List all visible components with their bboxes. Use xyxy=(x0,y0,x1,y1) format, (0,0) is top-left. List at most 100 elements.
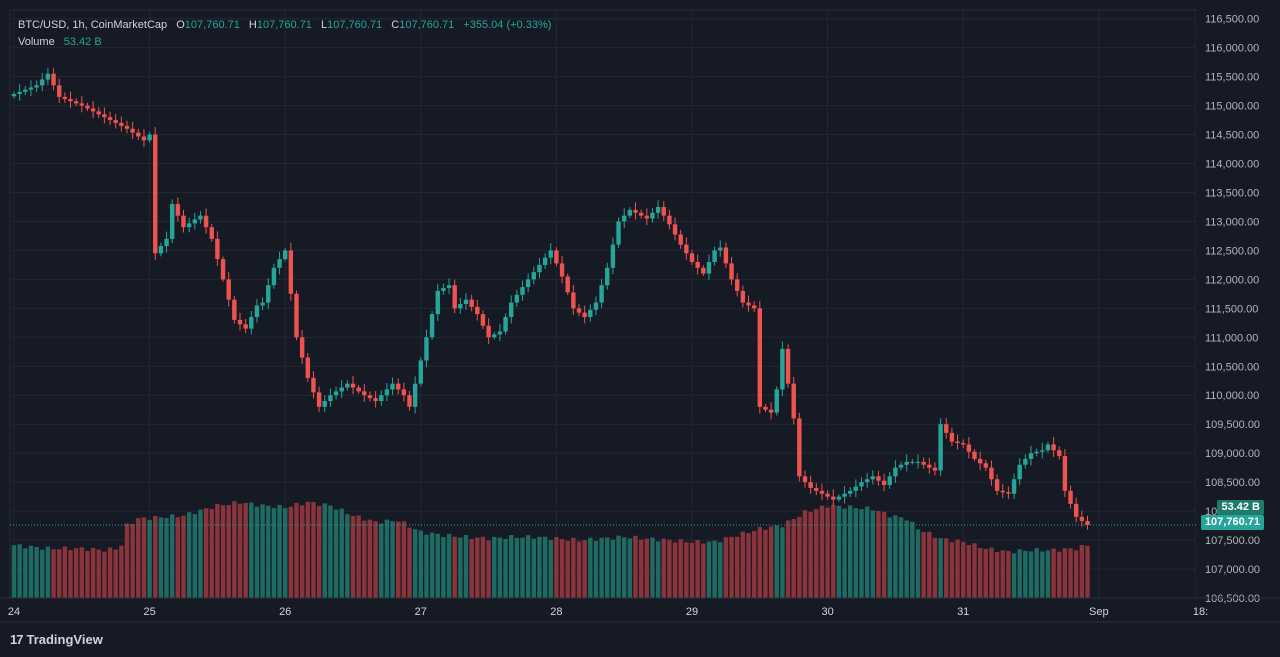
candle-body xyxy=(712,250,717,262)
candle-body xyxy=(51,73,56,86)
candle-body xyxy=(893,467,898,477)
price-tick-label: 113,000.00 xyxy=(1205,216,1259,228)
change-value: +355.04 (+0.33%) xyxy=(463,19,552,31)
candle-body xyxy=(316,392,322,407)
candle-body xyxy=(283,250,288,260)
candle-body xyxy=(62,96,68,100)
volume-bar xyxy=(271,508,277,598)
price-axis-bg xyxy=(1196,0,1280,598)
volume-bar xyxy=(232,501,237,598)
candle-body xyxy=(305,357,310,378)
time-tick-label: 25 xyxy=(143,606,155,618)
volume-bar xyxy=(774,525,779,598)
price-tick-label: 116,500.00 xyxy=(1205,14,1259,26)
price-tick-label: 111,500.00 xyxy=(1205,303,1258,315)
candle-body xyxy=(113,120,118,123)
candle-body xyxy=(955,441,960,444)
candle-body xyxy=(689,253,695,262)
candle-body xyxy=(757,308,762,407)
volume-bar xyxy=(1000,550,1005,598)
candle-body xyxy=(537,264,542,273)
volume-bar xyxy=(486,540,491,598)
plot-frame xyxy=(9,9,1197,599)
candle-body xyxy=(1085,520,1090,526)
candle-body xyxy=(966,444,972,452)
candle-body xyxy=(390,383,395,390)
volume-bar xyxy=(689,542,695,598)
candle-body xyxy=(655,206,661,213)
candle-body xyxy=(232,299,237,320)
volume-bar xyxy=(848,505,853,598)
candle-body xyxy=(1040,450,1045,452)
volume-bar xyxy=(249,502,254,598)
candle-body xyxy=(791,383,796,419)
candle-body xyxy=(616,221,621,245)
price-tick-label: 109,000.00 xyxy=(1205,448,1260,460)
time-tick-label: 30 xyxy=(821,606,833,618)
volume-bar xyxy=(831,505,836,598)
candle-body xyxy=(785,348,791,384)
candle-body xyxy=(774,389,779,413)
volume-bar xyxy=(887,517,892,598)
price-tick-label: 114,500.00 xyxy=(1205,130,1259,142)
candle-body xyxy=(288,250,294,294)
candle-body xyxy=(520,287,525,295)
candle-body xyxy=(531,272,536,280)
volume-bar xyxy=(1062,548,1068,598)
candle-body xyxy=(610,244,616,268)
candle-body xyxy=(915,461,921,463)
volume-bar xyxy=(446,533,452,598)
volume-bar xyxy=(396,521,401,598)
volume-bar xyxy=(966,545,972,598)
volume-bar xyxy=(73,548,79,598)
candle-body xyxy=(836,496,842,500)
volume-bar xyxy=(797,516,802,598)
volume-bar xyxy=(559,539,565,598)
price-tick-label: 113,500.00 xyxy=(1205,187,1259,199)
candle-body xyxy=(977,458,983,464)
symbol-label[interactable]: BTC/USD, 1h, CoinMarketCap xyxy=(18,19,168,31)
volume-bar xyxy=(859,509,864,598)
volume-bar xyxy=(740,531,746,598)
volume-bar xyxy=(96,549,101,598)
volume-bar xyxy=(1017,549,1022,598)
volume-bar xyxy=(972,543,977,598)
volume-bar xyxy=(130,523,135,598)
time-axis: 24 25 26 27 28 29 30 31 Sep 18: xyxy=(0,597,1280,623)
volume-bar xyxy=(944,538,949,598)
candle-body xyxy=(396,383,401,390)
candle-body xyxy=(514,294,520,303)
volume-bar xyxy=(780,527,785,598)
volume-key[interactable]: Volume xyxy=(18,36,55,48)
price-tick-label: 115,000.00 xyxy=(1205,101,1259,113)
volume-bar xyxy=(616,535,621,598)
volume-bar xyxy=(1011,553,1017,598)
candle-body xyxy=(622,215,627,222)
close-key: C xyxy=(391,19,400,31)
volume-bar xyxy=(881,511,887,598)
volume-bar xyxy=(667,539,672,598)
time-tick-label: 31 xyxy=(957,606,969,618)
price-tick-label: 114,000.00 xyxy=(1205,159,1259,171)
candle-body xyxy=(362,391,367,396)
tradingview-brand[interactable]: 17 TradingView xyxy=(10,632,103,647)
price-tick-label: 107,000.00 xyxy=(1205,564,1260,576)
volume-bar xyxy=(983,548,988,598)
volume-bar xyxy=(938,538,943,598)
volume-bar xyxy=(814,509,819,598)
candle-body xyxy=(333,391,339,396)
volume-bar xyxy=(746,533,751,598)
volume-bar xyxy=(373,521,378,598)
price-tick-label: 108,500.00 xyxy=(1205,477,1260,489)
volume-bar xyxy=(452,536,457,598)
volume-bar xyxy=(175,517,181,598)
candle-body xyxy=(819,490,825,494)
volume-bar xyxy=(119,545,124,598)
price-tick-label: 110,000.00 xyxy=(1205,390,1259,402)
volume-bar xyxy=(226,505,231,598)
time-tick-label: 28 xyxy=(550,606,562,618)
volume-bar xyxy=(153,515,158,598)
candle-body xyxy=(1045,444,1051,451)
volume-bar xyxy=(164,518,169,598)
